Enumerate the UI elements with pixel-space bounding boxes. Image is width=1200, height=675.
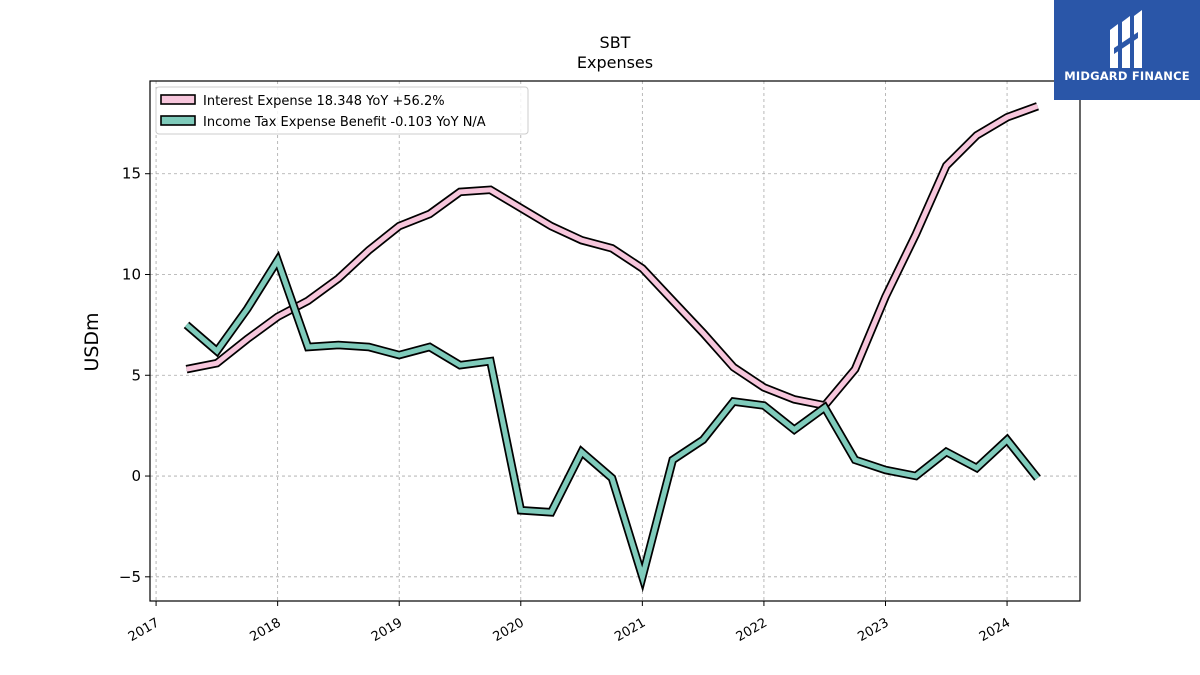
legend-label: Interest Expense 18.348 YoY +56.2% (203, 94, 445, 109)
legend-label: Income Tax Expense Benefit -0.103 YoY N/… (203, 115, 486, 130)
legend-swatch (160, 94, 196, 105)
chart-title: SBT (600, 33, 631, 52)
y-tick-label: 10 (122, 265, 141, 283)
legend: Interest Expense 18.348 YoY +56.2% Income… (155, 86, 529, 135)
legend-swatch (160, 115, 196, 126)
x-axis: 2017 2018 2019 2020 2021 2022 2023 2024 (126, 601, 1013, 645)
logo-mark-icon (1110, 10, 1142, 68)
chart-subtitle: Expenses (577, 53, 653, 72)
series-1-outline (183, 250, 1041, 593)
x-tick-label: 2017 (126, 615, 162, 645)
x-tick-label: 2020 (491, 615, 527, 645)
series-0-line (186, 103, 1039, 409)
y-tick-label: 0 (131, 467, 141, 485)
y-tick-label: 5 (131, 366, 141, 384)
grid (150, 81, 1080, 601)
x-tick-label: 2023 (855, 615, 891, 645)
x-tick-label: 2019 (369, 615, 405, 645)
y-tick-label: −5 (119, 568, 141, 586)
y-axis: −5 0 5 10 15 (119, 165, 150, 586)
y-tick-label: 15 (122, 165, 141, 183)
x-tick-label: 2022 (734, 615, 770, 645)
x-tick-label: 2024 (977, 615, 1013, 645)
series-0-outline (185, 102, 1039, 411)
logo-text: MIDGARD FINANCE (1064, 69, 1190, 83)
series-1-line (184, 254, 1040, 586)
y-axis-label: USDm (81, 312, 103, 371)
brand-logo: MIDGARD FINANCE (1054, 0, 1200, 100)
legend-box (155, 86, 529, 135)
x-tick-label: 2021 (612, 615, 648, 645)
series-layer (183, 102, 1041, 593)
x-tick-label: 2018 (247, 615, 283, 645)
plot-frame (149, 80, 1081, 602)
